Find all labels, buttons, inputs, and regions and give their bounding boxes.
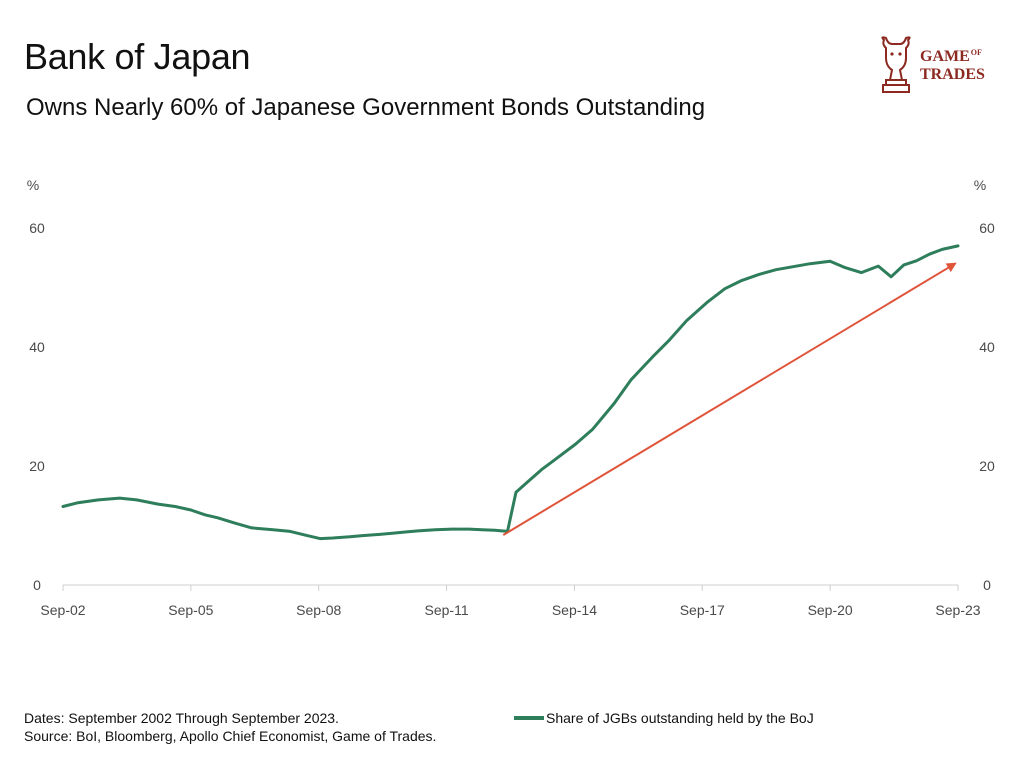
footer-source: Source: BoI, Bloomberg, Apollo Chief Eco…	[24, 728, 437, 744]
logo-text-line2: TRADES	[920, 66, 985, 83]
series-line	[61, 244, 960, 541]
x-tick-label: Sep-08	[296, 602, 341, 618]
footer-dates: Dates: September 2002 Through September …	[24, 710, 339, 726]
x-tick-label: Sep-02	[40, 602, 85, 618]
x-tick-label: Sep-23	[935, 602, 980, 618]
logo-text-sub: OF	[970, 48, 982, 57]
x-tick-label: Sep-17	[680, 602, 725, 618]
y-axis-label-right: %	[974, 177, 986, 193]
legend-label: Share of JGBs outstanding held by the Bo…	[546, 710, 814, 726]
x-tick-label: Sep-20	[808, 602, 853, 618]
line-chart: Sep-02 Sep-05 Sep-08 Sep-11 Sep-14 Sep-17 Sep-…	[27, 177, 995, 618]
x-tick-label: Sep-05	[168, 602, 213, 618]
legend-swatch	[514, 716, 544, 720]
trend-arrow	[502, 262, 957, 536]
chart-subtitle: Owns Nearly 60% of Japanese Government B…	[26, 94, 706, 121]
game-of-trades-logo: GAMEOF TRADES	[876, 34, 996, 98]
y-tick-label-left: 60	[29, 220, 45, 236]
legend: Share of JGBs outstanding held by the Bo…	[514, 710, 814, 726]
y-tick-label-right: 20	[979, 458, 995, 474]
y-tick-label-right: 0	[983, 577, 991, 593]
y-tick-label-left: 20	[29, 458, 45, 474]
x-tick-label: Sep-11	[425, 602, 469, 618]
y-axis-label-left: %	[27, 177, 39, 193]
y-tick-label-left: 40	[29, 339, 45, 355]
y-tick-label-right: 40	[979, 339, 995, 355]
y-tick-label-right: 60	[979, 220, 995, 236]
bull-chess-knight-icon	[881, 36, 911, 93]
logo-text-line1: GAMEOF	[920, 48, 982, 65]
chart-title: Bank of Japan	[24, 36, 251, 77]
x-tick-label: Sep-14	[552, 602, 597, 618]
y-tick-label-left: 0	[33, 577, 41, 593]
